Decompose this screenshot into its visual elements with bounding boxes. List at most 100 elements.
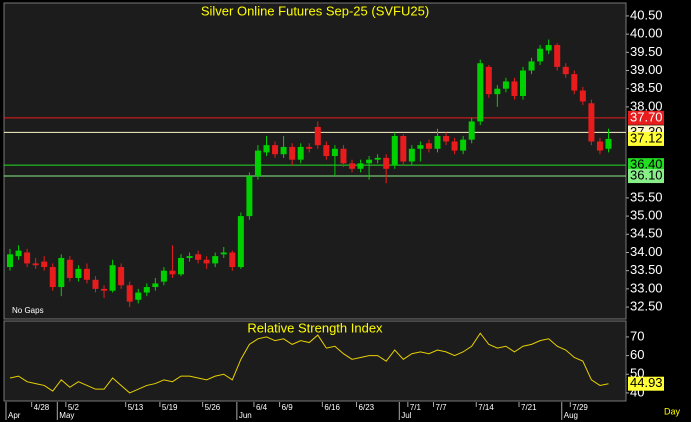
candle-body <box>571 74 578 91</box>
candle-body <box>32 263 39 266</box>
level-label: 37.70 <box>630 109 663 124</box>
x-tick-label: 6/23 <box>359 403 375 412</box>
candle-body <box>186 256 193 258</box>
candle-body <box>502 81 509 89</box>
candle-body <box>254 150 261 177</box>
candle-body <box>434 136 441 149</box>
candle-body <box>366 159 373 164</box>
candle-body <box>528 61 535 71</box>
y-tick-label: 38.00 <box>630 98 663 113</box>
price-panel <box>3 2 627 320</box>
no-gaps-note: No Gaps <box>12 306 44 315</box>
candle-body <box>485 66 492 95</box>
x-tick-label: 6/9 <box>282 403 294 412</box>
candle-body <box>237 216 244 268</box>
candle-body <box>314 126 321 146</box>
candle-body <box>195 254 202 260</box>
candle-body <box>75 268 82 278</box>
candle-body <box>494 88 501 95</box>
candle-body <box>605 138 612 149</box>
y-tick-label: 39.00 <box>630 62 663 77</box>
level-tag <box>628 158 664 173</box>
candle-body <box>41 261 48 268</box>
candle-body <box>374 157 381 160</box>
candle-body <box>280 146 287 155</box>
candle-body <box>143 287 150 293</box>
candle-body <box>66 259 73 278</box>
candle-body <box>272 145 279 155</box>
rsi-y-tick-label: 60 <box>630 347 644 362</box>
month-label: May <box>59 411 74 420</box>
last-price-label: 37.12 <box>630 130 663 145</box>
y-tick-label: 34.00 <box>630 244 663 259</box>
x-tick-label: 6/4 <box>256 403 268 412</box>
level-tag <box>628 110 664 125</box>
candle-body <box>520 70 526 96</box>
candle-body <box>323 145 330 157</box>
candle-body <box>511 81 518 96</box>
rsi-title: Relative Strength Index <box>247 320 383 335</box>
candle-body <box>15 250 22 257</box>
x-tick-label: 7/14 <box>478 403 494 412</box>
x-tick-label: 6/16 <box>324 403 340 412</box>
candle-body <box>246 176 253 217</box>
candle-body <box>340 148 347 164</box>
candle-body <box>554 45 561 67</box>
x-tick-label: 7/7 <box>436 403 448 412</box>
level-label: 36.40 <box>630 157 663 172</box>
month-label: Aug <box>564 411 578 420</box>
x-tick-label: 5/19 <box>162 403 178 412</box>
candle-body <box>203 259 210 264</box>
y-tick-label: 34.50 <box>630 226 663 241</box>
candle-body <box>331 148 338 157</box>
candle-body <box>220 252 227 255</box>
candle-body <box>391 136 398 166</box>
candle-body <box>229 252 236 268</box>
candle-body <box>357 163 364 169</box>
level-label: 36.10 <box>630 167 663 182</box>
candle-body <box>152 283 159 288</box>
candle-body <box>306 146 313 149</box>
y-tick-label: 35.00 <box>630 208 663 223</box>
candle-body <box>562 66 569 75</box>
x-tick-label: 5/2 <box>68 403 80 412</box>
y-tick-label: 35.50 <box>630 189 663 204</box>
rsi-panel <box>3 320 627 402</box>
candle-body <box>537 48 544 62</box>
y-tick-label: 38.50 <box>630 80 663 95</box>
candle-body <box>101 288 108 291</box>
candle-body <box>212 256 219 264</box>
y-tick-label: 39.50 <box>630 44 663 59</box>
candle-body <box>24 252 31 264</box>
candle-body <box>126 285 133 302</box>
y-tick-label: 40.00 <box>630 26 663 41</box>
candle-body <box>263 145 270 153</box>
candle-body <box>7 254 13 268</box>
x-tick-label: 7/29 <box>572 403 588 412</box>
chart-title: Silver Online Futures Sep-25 (SVFU25) <box>201 3 429 18</box>
y-tick-label: 33.50 <box>630 262 663 277</box>
candle-body <box>118 267 125 286</box>
month-label: Jun <box>239 411 252 420</box>
x-tick-label: 7/1 <box>410 403 422 412</box>
candle-body <box>460 139 467 151</box>
x-unit: Day <box>664 406 681 416</box>
candle-body <box>443 136 450 142</box>
candle-body <box>349 163 355 169</box>
rsi-last-label: 44.93 <box>630 375 663 390</box>
rsi-y-tick-label: 70 <box>630 328 644 343</box>
candle-body <box>400 136 407 162</box>
candle-body <box>92 279 99 289</box>
x-tick-label: 4/28 <box>34 403 50 412</box>
candle-body <box>83 268 90 280</box>
candle-body <box>297 146 304 160</box>
y-tick-label: 32.50 <box>630 299 663 314</box>
month-label: Apr <box>8 411 21 420</box>
candle-body <box>425 143 432 149</box>
candle-body <box>49 267 56 288</box>
candle-body <box>178 257 184 275</box>
y-tick-label: 40.50 <box>630 7 663 22</box>
x-tick-label: 5/26 <box>205 403 221 412</box>
